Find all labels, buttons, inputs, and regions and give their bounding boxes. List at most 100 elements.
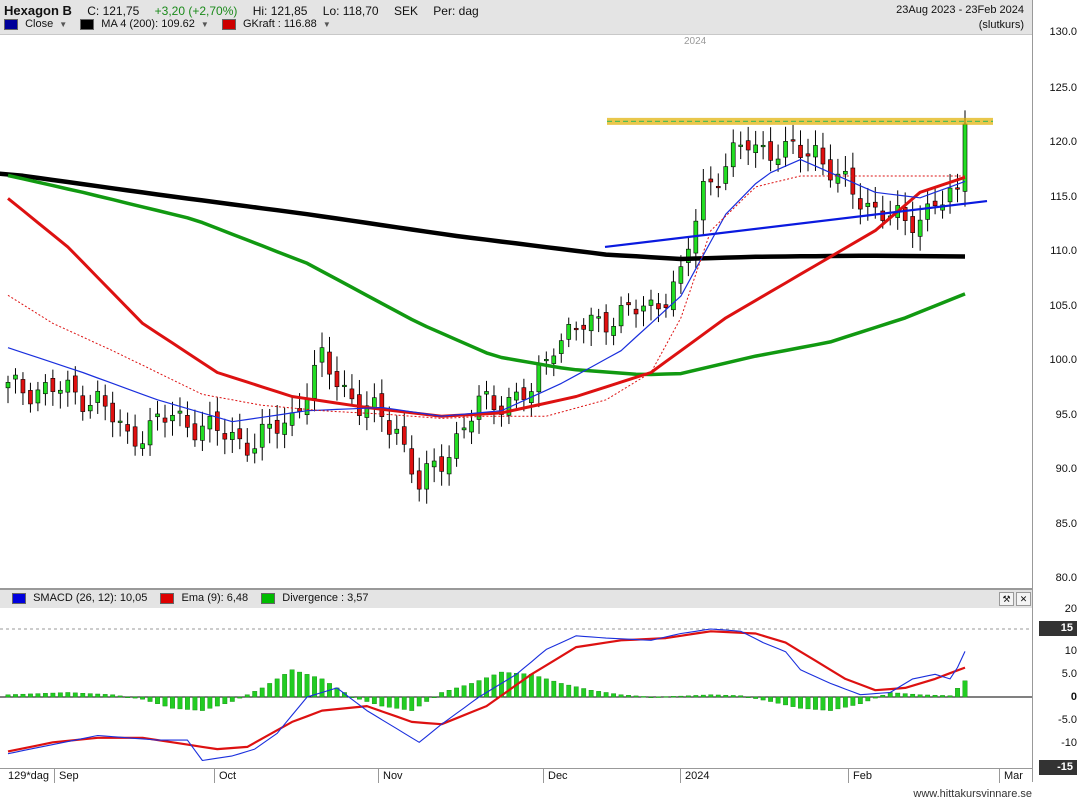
- footer-site[interactable]: www.hittakursvinnare.se: [913, 788, 1032, 800]
- candle: [902, 207, 908, 221]
- candle: [424, 463, 429, 490]
- divergence-bar: [237, 696, 243, 699]
- candle: [760, 144, 766, 148]
- divergence-bar: [102, 694, 108, 698]
- macd-y-tick-label: 0: [1070, 691, 1077, 703]
- legend-gkraft[interactable]: GKraft : 116.88 ▼: [221, 18, 331, 30]
- support-trendline: [604, 199, 988, 249]
- divergence-bar: [880, 695, 886, 698]
- legend-close[interactable]: Close ▼: [4, 18, 67, 30]
- divergence-bar: [416, 696, 422, 707]
- divergence-bar: [244, 694, 250, 698]
- candle: [215, 411, 220, 431]
- candle: [20, 379, 26, 394]
- divergence-bar: [371, 696, 377, 704]
- candle: [611, 326, 616, 336]
- divergence-bar: [177, 696, 183, 710]
- candle: [544, 358, 549, 362]
- chevron-down-icon[interactable]: ▼: [322, 20, 331, 29]
- candle: [58, 389, 63, 394]
- divergence-bar: [499, 671, 504, 698]
- legend-ma[interactable]: MA 4 (200): 109.62 ▼: [80, 18, 209, 30]
- candle: [409, 448, 415, 475]
- ema-line: [7, 630, 966, 753]
- candle: [917, 219, 923, 237]
- candle: [686, 248, 691, 263]
- close-icon[interactable]: ✕: [1016, 592, 1031, 606]
- candle: [304, 398, 310, 416]
- divergence-bar: [469, 683, 474, 698]
- divergence-bar: [872, 696, 878, 699]
- y-tick-label: 125.0: [1049, 82, 1077, 94]
- macd-upper-level-box: 15: [1039, 621, 1077, 636]
- divergence-bar: [117, 695, 123, 698]
- divergence-bar: [454, 687, 459, 698]
- divergence-bar: [895, 692, 901, 698]
- high-value: Hi: 121,85: [252, 4, 308, 18]
- price-chart[interactable]: [0, 0, 1032, 590]
- macd-label-divergence: Divergence : 3,57: [282, 592, 369, 604]
- divergence-bar: [162, 696, 168, 707]
- macd-legend-divergence[interactable]: Divergence : 3,57: [261, 592, 369, 604]
- change-value: +3,20 (+2,70%): [154, 4, 238, 18]
- y-tick-label: 110.0: [1050, 245, 1077, 257]
- divergence-bar: [932, 694, 938, 698]
- candle: [768, 141, 773, 161]
- candle: [222, 433, 228, 440]
- divergence-bar: [738, 695, 744, 698]
- period: Per: dag: [433, 4, 479, 18]
- divergence-bar: [289, 669, 295, 698]
- candle: [416, 470, 422, 490]
- candle: [663, 304, 669, 308]
- macd-legend-ema[interactable]: Ema (9): 6,48: [160, 592, 248, 604]
- divergence-bar: [842, 696, 848, 708]
- macd-lower-level-box: -15: [1039, 760, 1077, 775]
- macd-legend: SMACD (26, 12): 10,05 Ema (9): 6,48 Dive…: [12, 592, 379, 604]
- candle: [843, 170, 848, 175]
- candle: [730, 142, 736, 168]
- date-range: 23Aug 2023 - 23Feb 2024 (slutkurs): [896, 3, 1024, 33]
- candle: [282, 422, 287, 435]
- candle: [349, 388, 355, 400]
- divergence-bar: [753, 696, 759, 699]
- chevron-down-icon[interactable]: ▼: [200, 20, 209, 29]
- divergence-bar: [887, 692, 893, 698]
- wrench-icon[interactable]: ⚒: [999, 592, 1014, 606]
- candle: [573, 327, 579, 331]
- divergence-bar: [641, 696, 646, 698]
- x-tick-label: Feb: [848, 769, 872, 783]
- macd-y-tick-label: -10: [1061, 737, 1077, 749]
- divergence-bar: [20, 693, 26, 698]
- candle: [207, 415, 213, 430]
- candle: [364, 405, 370, 418]
- divergence-bar: [588, 690, 594, 698]
- candle: [72, 375, 78, 393]
- macd-y-tick-label: 5.0: [1061, 668, 1077, 680]
- candle: [394, 428, 400, 434]
- candle: [185, 415, 190, 428]
- divergence-bar: [902, 693, 908, 698]
- x-tick-label: Sep: [54, 769, 79, 783]
- quote-summary: Hexagon B C: 121,75 +3,20 (+2,70%) Hi: 1…: [4, 3, 491, 18]
- divergence-bar: [865, 696, 871, 702]
- candle: [603, 312, 609, 333]
- date-range-text: 23Aug 2023 - 23Feb 2024: [896, 4, 1024, 16]
- divergence-bar: [476, 680, 482, 698]
- candle: [813, 145, 818, 158]
- divergence-bar: [566, 684, 572, 698]
- chevron-down-icon[interactable]: ▼: [59, 20, 68, 29]
- trailing-stop-line: [7, 175, 965, 419]
- divergence-bar: [155, 696, 160, 704]
- divergence-bar: [252, 691, 258, 698]
- macd-legend-smacd[interactable]: SMACD (26, 12): 10,05: [12, 592, 147, 604]
- candle: [514, 391, 519, 401]
- y-tick-label: 115.0: [1050, 191, 1077, 203]
- candle: [334, 371, 340, 388]
- divergence-bar: [50, 692, 56, 698]
- candle: [708, 178, 714, 183]
- divergence-bar: [274, 678, 280, 698]
- currency: SEK: [393, 4, 418, 18]
- candle: [910, 216, 915, 233]
- candle: [626, 302, 631, 306]
- candle: [805, 153, 811, 157]
